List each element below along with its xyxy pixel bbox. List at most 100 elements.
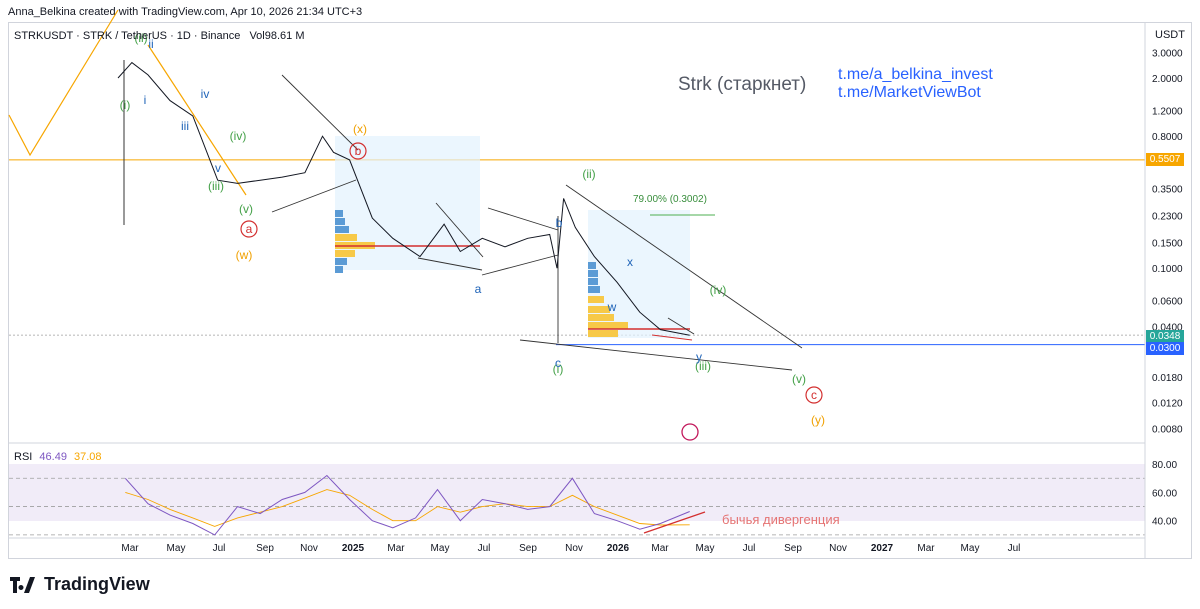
- volume-profile-bar: [588, 306, 610, 313]
- volume-profile-bar: [335, 218, 345, 225]
- rsi-line: [124, 474, 690, 536]
- wave-label-blue: iii: [181, 119, 189, 133]
- tradingview-logo[interactable]: TradingView: [10, 574, 150, 595]
- volume-profile-bar: [588, 286, 600, 293]
- orange-wave-path: [8, 9, 119, 157]
- orange-wave-path: [147, 44, 247, 196]
- rsi-band: [9, 464, 1145, 521]
- divergence-label: бычья дивергенция: [722, 512, 840, 527]
- time-tick-label: Jul: [1008, 543, 1021, 554]
- volume-profile-bar: [335, 258, 347, 265]
- price-tick-label: 0.0080: [1152, 424, 1183, 435]
- telegram-link-1[interactable]: t.me/a_belkina_invest: [838, 66, 993, 83]
- trend-line: [487, 207, 559, 231]
- rsi-ma-value: 37.08: [74, 451, 102, 463]
- rsi-legend: RSI 46.49 37.08: [14, 451, 102, 463]
- trend-line: [435, 202, 484, 258]
- time-tick-label: May: [961, 543, 980, 554]
- time-tick-label: Jul: [743, 543, 756, 554]
- chart-title: Strk (старкнет): [678, 74, 807, 95]
- wave-label-green: (v): [239, 202, 253, 216]
- price-tick-label: 2.0000: [1152, 74, 1183, 85]
- volume-profile-bar: [588, 278, 598, 285]
- time-tick-label: 2027: [871, 543, 894, 554]
- rsi-tick-label: 80.00: [1152, 460, 1177, 471]
- rsi-label: RSI: [14, 451, 33, 463]
- trend-line: [417, 257, 483, 271]
- rsi-ma-line: [125, 489, 690, 527]
- wave-label-red: b: [355, 144, 362, 158]
- fib-level-label: 79.00% (0.3002): [633, 194, 707, 205]
- chart-panel[interactable]: [8, 22, 1192, 559]
- time-tick-label: Sep: [256, 543, 274, 554]
- wave-label-green: (iii): [208, 179, 224, 193]
- price-series-line: [117, 61, 690, 336]
- time-tick-label: May: [431, 543, 450, 554]
- trend-line: [565, 184, 803, 349]
- volume-profile-bar: [335, 210, 343, 217]
- time-tick-label: Jul: [478, 543, 491, 554]
- time-tick-label: Sep: [519, 543, 537, 554]
- wave-label-red: a: [246, 222, 253, 236]
- price-tick-label: 0.3500: [1152, 185, 1183, 196]
- telegram-link-2[interactable]: t.me/MarketViewBot: [838, 84, 981, 101]
- wave-label-green: (v): [792, 372, 806, 386]
- wave-label-blue: i: [144, 93, 147, 107]
- volume-profile-bar: [588, 270, 598, 277]
- volume-profile-bar: [588, 330, 618, 337]
- wave-label-blue: c: [555, 356, 561, 370]
- trend-line: [281, 74, 359, 151]
- rsi-value: 46.49: [39, 451, 67, 463]
- wave-label-green: (i): [553, 362, 564, 376]
- time-tick-label: 2026: [607, 543, 630, 554]
- symbol-name: STRKUSDT · STRK / TetherUS · 1D · Binanc…: [14, 30, 241, 42]
- time-tick-label: Mar: [387, 543, 405, 554]
- wave-label-orange: (y): [811, 413, 825, 427]
- time-tick-label: Mar: [121, 543, 139, 554]
- wave-label-blue: y: [696, 350, 702, 364]
- time-tick-label: Nov: [300, 543, 318, 554]
- wave-label-orange: (w): [236, 248, 253, 262]
- wave-label-red-circle: [805, 386, 823, 404]
- event-icon: [681, 423, 699, 441]
- rsi-tick-label: 40.00: [1152, 517, 1177, 528]
- trend-line: [271, 179, 357, 213]
- volume-label: Vol: [249, 30, 265, 42]
- wave-label-green: (iii): [695, 359, 711, 373]
- trend-line: [481, 254, 559, 276]
- time-tick-label: 2025: [342, 543, 365, 554]
- price-tick-label: 3.0000: [1152, 48, 1183, 59]
- time-tick-label: May: [167, 543, 186, 554]
- price-tick-label: 0.2300: [1152, 211, 1183, 222]
- volume-profile-bar: [335, 226, 349, 233]
- price-tick-label: 1.2000: [1152, 106, 1183, 117]
- price-tag-low: 0.0300: [1146, 342, 1184, 355]
- wave-label-blue: iv: [201, 87, 210, 101]
- wave-label-blue: w: [607, 300, 617, 314]
- time-tick-label: Nov: [829, 543, 847, 554]
- wave-label-blue: x: [627, 255, 633, 269]
- wave-label-orange: (x): [353, 122, 367, 136]
- trend-line: [519, 339, 793, 371]
- wave-label-green: (ii): [582, 167, 595, 181]
- wave-label-red: c: [811, 388, 817, 402]
- volume-profile-bar: [588, 296, 604, 303]
- time-tick-label: Mar: [917, 543, 935, 554]
- price-tick-label: 0.0600: [1152, 297, 1183, 308]
- trend-line: [651, 334, 693, 341]
- price-tick-label: 0.0120: [1152, 399, 1183, 410]
- volume-profile-bar: [335, 234, 357, 241]
- time-tick-label: Sep: [784, 543, 802, 554]
- volume-profile-bar: [588, 262, 596, 269]
- tradingview-icon: [10, 576, 35, 593]
- volume-profile-bar: [335, 250, 355, 257]
- symbol-legend: STRKUSDT · STRK / TetherUS · 1D · Binanc…: [14, 30, 305, 42]
- wave-label-green: (iv): [230, 129, 247, 143]
- volume-profile-bar: [335, 266, 343, 273]
- wave-label-blue: ii: [148, 37, 153, 51]
- price-tick-label: 0.0400: [1152, 322, 1183, 333]
- price-tick-label: 0.1000: [1152, 264, 1183, 275]
- volume-value: 98.61 M: [264, 30, 305, 42]
- rsi-tick-label: 60.00: [1152, 488, 1177, 499]
